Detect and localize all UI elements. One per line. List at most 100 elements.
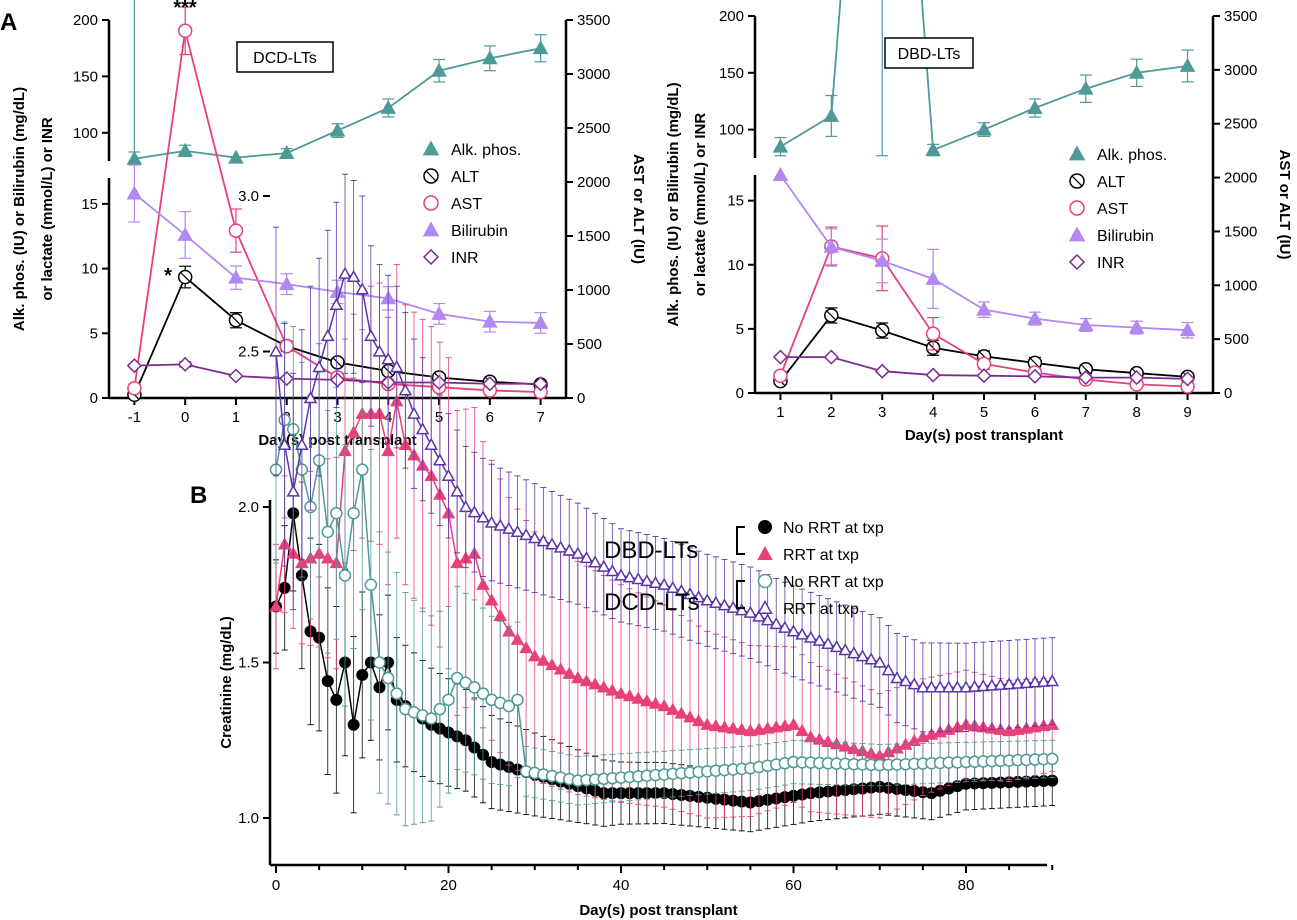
x-tick-label: 3: [333, 409, 341, 426]
point-dcd-lts-rrt-at-txp: [467, 505, 482, 518]
point-inr: [976, 368, 992, 384]
point-dcd-lts-rrt-at-txp: [803, 630, 818, 643]
point-alk-phos: [431, 62, 447, 77]
point-dcd-lts-no-rrt-at-txp: [511, 693, 524, 707]
point-alk-phos: [329, 122, 346, 137]
point-dcd-lts-rrt-at-txp: [950, 680, 965, 693]
left-tick-label: 200: [73, 12, 98, 29]
right-tick-label: 2000: [1224, 170, 1257, 187]
point-dcd-lts-rrt-at-txp: [631, 572, 646, 585]
point-dcd-lts-rrt-at-txp: [407, 406, 421, 419]
point-alt-cross: [1080, 364, 1091, 375]
right-tick-label: 2500: [1224, 116, 1257, 133]
right-tick-label: 2000: [577, 174, 610, 191]
legend-marker-bilirubin: [422, 221, 440, 237]
point-alk-phos: [823, 107, 840, 122]
point-inr: [177, 356, 193, 372]
point-dcd-lts-rrt-at-txp: [976, 679, 991, 692]
point-dcd-lts-rrt-at-txp: [786, 624, 801, 637]
point-dcd-lts-rrt-at-txp: [286, 484, 301, 497]
point-dbd-lts-rrt-at-txp: [545, 657, 559, 671]
point-alt: [330, 355, 345, 370]
point-alt-cross: [826, 310, 837, 321]
point-dbd-lts-rrt-at-txp: [493, 608, 508, 621]
point-dcd-lts-no-rrt-at-txp: [476, 687, 490, 700]
point-dcd-lts-rrt-at-txp: [881, 663, 896, 676]
legend-marker-alk-phos: [422, 140, 440, 156]
x-tick-label: 1: [232, 409, 240, 426]
point-dcd-lts-no-rrt-at-txp: [381, 671, 395, 685]
legend-label-alt: ALT: [451, 169, 479, 186]
chart-dcd-label: DCD-LTs: [253, 50, 317, 67]
point-alk-phos: [1078, 80, 1094, 95]
legend-label-dcd-lts-rrt-at-txp: RRT at txp: [783, 601, 859, 618]
y-axis-label: Creatinine (mg/dL): [218, 616, 235, 749]
point-dcd-lts-rrt-at-txp: [691, 590, 706, 603]
legend-label-inr: INR: [451, 250, 479, 267]
chart-dcd-label-box: [236, 41, 334, 73]
point-dcd-lts-rrt-at-txp: [364, 328, 378, 342]
right-tick-label: 1500: [577, 228, 610, 245]
point-dcd-lts-rrt-at-txp: [519, 527, 533, 541]
legend-marker-dcd-lts-rrt-at-txp: [757, 599, 773, 614]
point-dbd-lts-rrt-at-txp: [631, 691, 646, 704]
right-tick-label: 500: [1224, 331, 1249, 348]
point-dcd-lts-rrt-at-txp: [665, 580, 680, 594]
point-alk-phos: [532, 40, 549, 55]
point-dcd-lts-rrt-at-txp: [1045, 674, 1060, 687]
right-axis-label: AST or ALT (IU): [1276, 150, 1293, 260]
point-dcd-lts-no-rrt-at-txp: [1046, 752, 1059, 766]
x-tick-label: 20: [440, 877, 457, 894]
point-ast: [279, 338, 294, 354]
point-dcd-lts-rrt-at-txp: [683, 587, 697, 600]
point-inr: [1078, 370, 1094, 386]
legend-label-dbd-lts-rrt-at-txp: RRT at txp: [783, 547, 859, 564]
x-tick-label: 8: [1132, 404, 1140, 421]
point-alk-phos: [177, 142, 193, 157]
chart-dbd-label: DBD-LTs: [898, 46, 961, 63]
point-dcd-lts-rrt-at-txp: [648, 575, 663, 589]
point-dcd-lts-rrt-at-txp: [355, 282, 370, 295]
point-dbd-lts-rrt-at-txp: [778, 718, 792, 732]
point-dcd-lts-rrt-at-txp: [872, 655, 887, 668]
point-ast: [228, 223, 244, 238]
point-dcd-lts-rrt-at-txp: [450, 484, 464, 497]
point-dcd-lts-rrt-at-txp: [441, 468, 456, 482]
left-tick-label: 0: [736, 385, 744, 402]
left-tick-label: 150: [73, 68, 98, 85]
point-alk-phos: [1128, 64, 1145, 79]
point-dcd-lts-rrt-at-txp: [372, 344, 387, 357]
point-dcd-lts-rrt-at-txp: [476, 510, 490, 523]
point-dbd-lts-rrt-at-txp: [683, 710, 697, 723]
legend-label-ast: AST: [1097, 201, 1128, 218]
chart-dcd-axes: 0510151001502000500100015002000250030003…: [11, 12, 647, 449]
left-tick-label: 15: [81, 196, 98, 213]
point-dcd-lts-rrt-at-txp: [821, 636, 835, 649]
point-alk-phos: [482, 50, 498, 65]
left-tick-label: 5: [90, 325, 98, 342]
chart-dbd-marks: [772, 0, 1196, 394]
point-inr: [329, 372, 346, 388]
right-tick-label: 3500: [577, 12, 610, 29]
point-dbd-lts-rrt-at-txp: [743, 723, 758, 737]
legend-marker-inr: [422, 248, 440, 266]
point-dbd-lts-rrt-at-txp: [786, 717, 801, 730]
point-dcd-lts-rrt-at-txp: [277, 437, 292, 450]
point-dcd-lts-rrt-at-txp: [838, 643, 853, 656]
point-inr: [1129, 370, 1145, 386]
point-dbd-lts-rrt-at-txp: [622, 689, 637, 702]
point-dbd-lts-rrt-at-txp: [760, 721, 775, 734]
point-dcd-lts-rrt-at-txp: [545, 537, 559, 550]
point-dcd-lts-rrt-at-txp: [398, 383, 413, 396]
point-alt-cross: [180, 272, 191, 283]
point-dbd-lts-rrt-at-txp: [1019, 721, 1034, 734]
legend-marker-bilirubin: [1068, 226, 1086, 242]
point-dcd-lts-rrt-at-txp: [1010, 676, 1025, 689]
point-bilirubin: [1179, 322, 1196, 337]
left-tick-label: 150: [719, 65, 744, 82]
point-dcd-lts-no-rrt-at-txp: [347, 506, 360, 520]
point-dbd-lts-rrt-at-txp: [648, 696, 663, 709]
x-tick-label: 40: [613, 877, 630, 894]
x-axis-label: Day(s) post transplant: [579, 902, 737, 919]
point-dbd-lts-no-rrt-at-txp: [330, 693, 343, 706]
